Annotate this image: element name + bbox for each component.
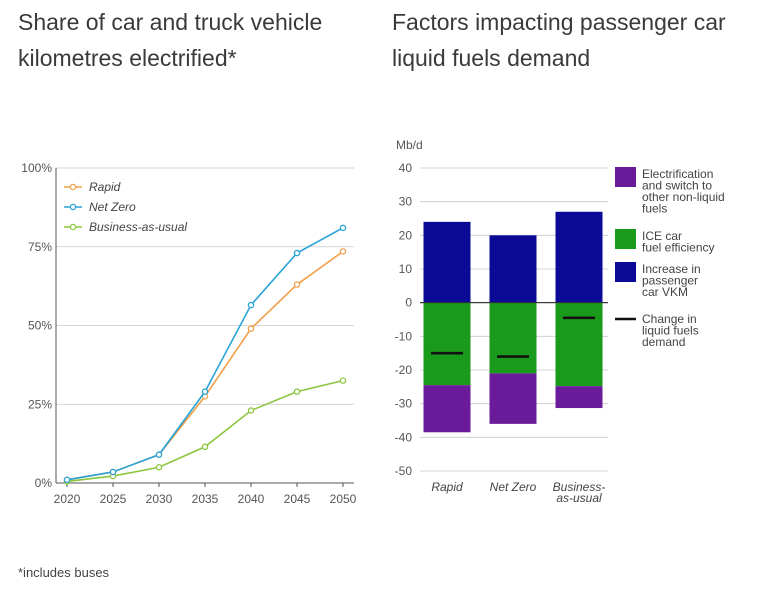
bar-segment-1 xyxy=(423,302,471,386)
series-point-0 xyxy=(339,248,347,255)
legend-marker-2 xyxy=(69,223,77,231)
series-point-2 xyxy=(293,388,301,395)
bar-category-label: Net Zero xyxy=(490,480,537,494)
legend-marker-1 xyxy=(69,203,77,211)
bar-y-tick-label: -10 xyxy=(395,329,413,343)
line-x-tick-label: 2025 xyxy=(100,492,127,506)
line-y-tick-label: 75% xyxy=(28,240,52,254)
bar-legend-label-0: and switch to xyxy=(642,179,712,193)
legend-label-0: Rapid xyxy=(89,180,121,194)
bar-legend-swatch-0 xyxy=(615,167,636,187)
bar-legend-marker-label: demand xyxy=(642,335,685,349)
bar-legend-marker-label: liquid fuels xyxy=(642,324,699,338)
series-point-2 xyxy=(201,443,209,451)
line-y-tick-label: 50% xyxy=(28,319,52,333)
series-point-1 xyxy=(293,249,301,257)
bar-y-tick-label: 0 xyxy=(405,296,412,310)
bar-y-tick-label: 20 xyxy=(399,228,413,242)
bar-segment-0 xyxy=(423,385,471,433)
bar-category-label: Business- xyxy=(553,480,606,494)
bar-y-tick-label: 40 xyxy=(399,161,413,175)
series-point-1 xyxy=(155,451,163,458)
line-x-tick-label: 2045 xyxy=(284,492,311,506)
bar-segment-2 xyxy=(555,211,603,303)
bar-legend-swatch-1 xyxy=(615,229,636,249)
legend-label-1: Net Zero xyxy=(89,200,136,214)
bar-chart-title: Factors impacting passenger car liquid f… xyxy=(392,9,726,71)
series-point-2 xyxy=(247,407,255,414)
line-y-tick-label: 100% xyxy=(21,161,52,175)
bar-legend-label-1: ICE car xyxy=(642,229,682,243)
bar-y-tick-label: -20 xyxy=(395,363,413,377)
bar-category-label: as-usual xyxy=(556,491,602,505)
bar-segment-2 xyxy=(489,235,537,303)
series-point-2 xyxy=(155,463,163,471)
legend-label-2: Business-as-usual xyxy=(89,220,187,234)
legend-marker-0 xyxy=(69,183,77,191)
bar-segment-1 xyxy=(555,302,603,387)
bar-y-tick-label: -40 xyxy=(395,430,413,444)
line-x-tick-label: 2030 xyxy=(146,492,173,506)
bar-legend-label-1: fuel efficiency xyxy=(642,241,715,255)
bar-y-tick-label: 30 xyxy=(399,195,413,209)
series-point-1 xyxy=(201,388,209,395)
bar-legend-label-0: other non-liquid xyxy=(642,190,725,204)
bar-segment-0 xyxy=(489,373,537,424)
series-point-1 xyxy=(109,468,117,476)
bar-segment-1 xyxy=(489,302,537,374)
line-y-tick-label: 0% xyxy=(35,476,53,490)
bar-legend-label-0: fuels xyxy=(642,202,667,216)
series-point-0 xyxy=(293,281,301,288)
line-chart-title: Share of car and truck vehicle kilometre… xyxy=(18,9,323,71)
bar-legend-label-2: passenger xyxy=(642,274,698,288)
bar-category-label: Rapid xyxy=(431,480,463,494)
line-x-tick-label: 2035 xyxy=(192,492,219,506)
line-x-tick-label: 2050 xyxy=(330,492,357,506)
bar-y-tick-label: -50 xyxy=(395,464,413,478)
bar-segment-2 xyxy=(423,221,471,303)
bar-y-tick-label: 10 xyxy=(399,262,413,276)
bar-y-axis-label: Mb/d xyxy=(396,138,423,152)
series-line-1 xyxy=(66,227,344,481)
bar-legend-swatch-2 xyxy=(615,262,636,282)
bar-y-tick-label: -30 xyxy=(395,397,413,411)
footnote: *includes buses xyxy=(18,565,110,580)
bar-legend-marker-label: Change in xyxy=(642,312,697,326)
bar-legend-label-0: Electrification xyxy=(642,167,713,181)
line-y-tick-label: 25% xyxy=(28,397,52,411)
series-point-1 xyxy=(63,476,71,484)
bar-legend-label-2: car VKM xyxy=(642,285,688,299)
line-x-tick-label: 2040 xyxy=(238,492,265,506)
series-point-0 xyxy=(247,325,255,332)
bar-legend-label-2: Increase in xyxy=(642,262,701,276)
series-point-1 xyxy=(339,224,347,232)
bar-segment-0 xyxy=(555,386,603,409)
series-point-2 xyxy=(339,377,347,384)
line-x-tick-label: 2020 xyxy=(54,492,81,506)
series-point-1 xyxy=(247,301,255,309)
